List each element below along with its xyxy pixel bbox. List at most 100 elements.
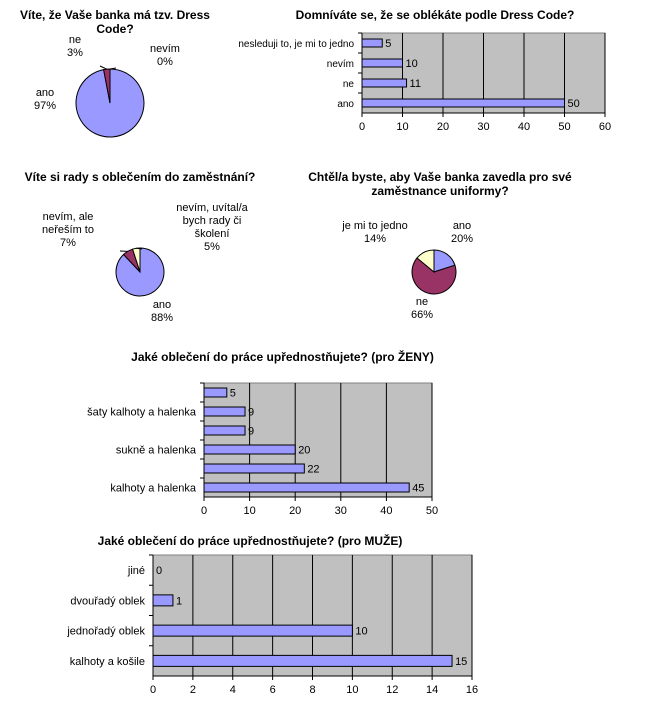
chart-follow-dress-code: Domníváte se, že se oblékáte podle Dress…	[220, 0, 645, 150]
tick-label: 40	[518, 121, 530, 133]
bar	[152, 624, 353, 637]
bar-chart: 0 10 20 30 40 50 60 5 nesleduji to, je mi to jed…	[238, 32, 611, 133]
data-label: 9	[248, 407, 254, 419]
slice-value: 14%	[364, 233, 386, 245]
tick-label: 10	[396, 121, 408, 133]
tick-label: 60	[599, 121, 611, 133]
chart-title: Domníváte se, že se oblékáte podle Dress…	[295, 8, 575, 22]
chart-title: Jaké oblečení do práce upřednostňujete? …	[97, 534, 403, 548]
bar	[203, 463, 305, 474]
bar	[203, 444, 296, 455]
tick-label: 0	[201, 505, 207, 517]
category-label: dvouřadý oblek	[70, 595, 145, 607]
tick-label: 16	[466, 684, 478, 696]
slice-value: 97%	[34, 100, 56, 112]
slice-label: ano	[453, 220, 471, 232]
slice-label: nevím, ale	[43, 211, 94, 223]
slice-label: neřeším to	[42, 224, 94, 236]
slice-value: 7%	[60, 237, 76, 249]
tick-label: 30	[335, 505, 347, 517]
tick-label: 10	[243, 505, 255, 517]
data-label: 9	[248, 426, 254, 438]
pie-slice	[416, 249, 435, 274]
tick-label: 8	[309, 684, 315, 696]
plot-area	[203, 382, 433, 498]
tick-label: 30	[477, 121, 489, 133]
data-label: 15	[455, 656, 467, 668]
chart-men-clothing: Jaké oblečení do práce upřednostňujete? …	[45, 530, 505, 720]
slice-label: školení	[195, 228, 230, 240]
data-label: 45	[412, 483, 424, 495]
slice-value: 20%	[451, 233, 473, 245]
tick-label: 10	[346, 684, 358, 696]
chart-title: Víte, že Vaše banka má tzv. Dress Code?	[20, 8, 210, 36]
slice-label: nevím	[150, 43, 180, 55]
tick-label: 14	[426, 684, 438, 696]
slice-value: 88%	[151, 312, 173, 324]
slice-label: nevím, uvítal/a	[176, 202, 248, 214]
bar-chart: 0 2 4 6 8 10 12 14 16 0 jiné 1 dvouřadý oblek 10 jedno…	[66, 554, 478, 696]
data-label: 20	[298, 445, 310, 457]
category-label: kalhoty a košile	[70, 656, 145, 668]
slice-value: 5%	[204, 241, 220, 253]
slice-value: 0%	[157, 56, 173, 68]
data-label: 5	[385, 38, 391, 50]
data-label: 11	[410, 78, 421, 90]
bar	[361, 78, 408, 88]
tick-label: 6	[270, 684, 276, 696]
data-label: 10	[406, 58, 418, 70]
bar	[203, 406, 246, 417]
bar	[361, 58, 403, 68]
data-label: 5	[230, 388, 236, 400]
category-label: nesleduji to, je mi to jedno	[238, 39, 354, 50]
category-label: jiné	[127, 565, 145, 577]
tick-label: 50	[558, 121, 570, 133]
tick-label: 0	[359, 121, 365, 133]
tick-label: 0	[150, 684, 156, 696]
category-label: jednořadý oblek	[66, 626, 145, 638]
slice-label: ano	[153, 299, 171, 311]
tick-label: 40	[380, 505, 392, 517]
bar	[203, 482, 410, 493]
slice-label: ano	[36, 87, 54, 99]
tick-label: 4	[230, 684, 236, 696]
chart-clothing-advice: Víte si rady s oblečením do zaměstnání? …	[0, 165, 290, 340]
tick-label: 2	[190, 684, 196, 696]
bar	[361, 38, 383, 48]
chart-women-clothing: Jaké oblečení do práce upřednostňujete? …	[60, 345, 505, 530]
data-label: 10	[355, 626, 367, 638]
chart-title: Víte si rady s oblečením do zaměstnání?	[24, 170, 256, 184]
pie-slice	[411, 257, 457, 295]
bar	[152, 654, 453, 667]
chart-title: Chtěl/a byste, aby Vaše banka zavedla pr…	[308, 170, 572, 198]
category-label: šaty kalhoty a halenka	[87, 407, 197, 419]
tick-label: 20	[289, 505, 301, 517]
tick-label: 50	[426, 505, 438, 517]
leader-line	[99, 65, 108, 70]
data-label: 22	[307, 464, 319, 476]
data-label: 1	[176, 595, 182, 607]
tick-label: 12	[386, 684, 398, 696]
category-label: ano	[337, 99, 354, 110]
category-label: sukně a halenka	[116, 445, 197, 457]
category-label: kalhoty a halenka	[110, 483, 196, 495]
slice-value: 66%	[411, 309, 433, 321]
slice-label: ne	[69, 34, 81, 46]
bar	[203, 425, 246, 436]
category-label: ne	[343, 79, 355, 90]
leader-line	[136, 247, 143, 250]
slice-label: ne	[416, 296, 428, 308]
bar	[361, 98, 565, 108]
tick-label: 20	[437, 121, 449, 133]
bar	[203, 387, 228, 398]
chart-title: Jaké oblečení do práce upřednostňujete? …	[131, 350, 434, 364]
data-label: 50	[568, 98, 580, 110]
slice-value: 3%	[67, 47, 83, 59]
category-label: nevím	[327, 59, 354, 70]
leader-line	[109, 67, 117, 70]
chart-dress-code-known: Víte, že Vaše banka má tzv. Dress Code? …	[0, 0, 225, 150]
